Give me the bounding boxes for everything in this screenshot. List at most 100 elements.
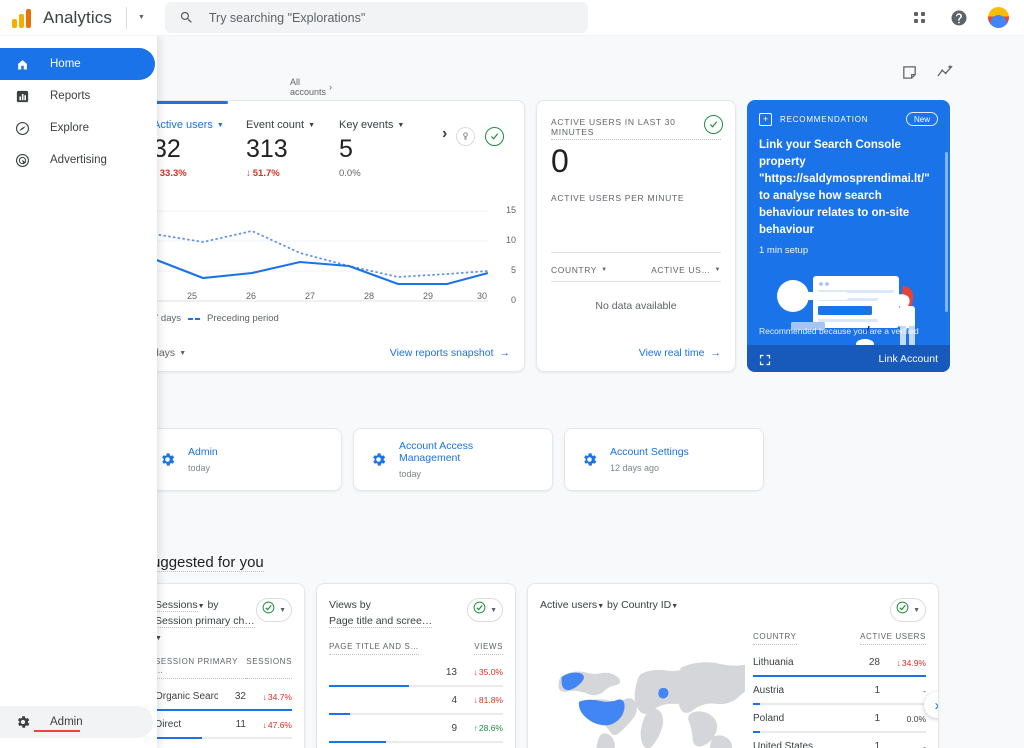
card-actions[interactable]: ▼ xyxy=(890,598,926,622)
recent-item-text: Account Access Management today xyxy=(399,440,536,479)
date-range-selector[interactable]: days ▼ xyxy=(153,347,187,359)
sidebar-item-admin[interactable]: Admin xyxy=(0,706,153,738)
arrow-down-icon: ↓ xyxy=(473,667,478,677)
metric-label-dropdown[interactable]: Event count ▼ xyxy=(246,119,316,131)
search-input[interactable]: Try searching "Explorations" xyxy=(164,2,588,33)
sidebar-item-explore[interactable]: Explore xyxy=(0,112,155,144)
table-header: SESSION PRIMARY … SESSIONS xyxy=(155,657,292,683)
realtime-col-country[interactable]: COUNTRY ▼ xyxy=(551,265,608,276)
metrics-next-button[interactable]: › xyxy=(442,125,448,142)
table-row[interactable]: United States 1 - xyxy=(753,733,926,748)
metric-selector[interactable]: Active users xyxy=(540,599,598,611)
realtime-no-data: No data available xyxy=(595,300,677,313)
card-title: Sessions▼ by Session primary ch…▼ xyxy=(155,599,255,642)
recent-item-admin[interactable]: Admin today xyxy=(142,428,342,491)
sidebar-item-home[interactable]: Home xyxy=(0,48,155,80)
chevron-down-icon[interactable]: ▼ xyxy=(913,606,920,614)
help-icon[interactable] xyxy=(948,7,970,29)
recent-item-account-access-management[interactable]: Account Access Management today xyxy=(353,428,553,491)
table-row[interactable]: 9 ↑ 28.6% xyxy=(329,715,503,743)
recent-item-label: Account Settings xyxy=(610,446,689,458)
table-row[interactable]: 13 ↓ 35.0% xyxy=(329,659,503,687)
table-row[interactable]: Direct 11 ↓ 47.6% xyxy=(155,711,292,740)
metric-active-users[interactable]: Active users ▼ 32 ↓ 33.3% xyxy=(153,119,246,179)
note-icon[interactable] xyxy=(901,64,918,86)
recent-item-account-settings[interactable]: Account Settings 12 days ago xyxy=(564,428,764,491)
check-circle-icon[interactable] xyxy=(485,127,505,146)
recommendation-plus-icon: + xyxy=(759,112,772,126)
card-accent-bar xyxy=(143,101,228,104)
metric-event-count[interactable]: Event count ▼ 313 ↓ 51.7% xyxy=(246,119,339,179)
arrow-down-icon: ↓ xyxy=(896,657,901,668)
chevron-down-icon: ▼ xyxy=(597,603,605,610)
recommendation-header: + RECOMMENDATION New xyxy=(747,100,950,126)
check-circle-icon[interactable] xyxy=(704,115,723,134)
sidebar-item-reports[interactable]: Reports xyxy=(0,80,155,112)
table-row[interactable]: Organic Search 32 ↓ 34.7% xyxy=(155,683,292,712)
link-account-button[interactable]: Link Account xyxy=(878,352,938,365)
metric-label-dropdown[interactable]: Key events ▼ xyxy=(339,119,405,131)
user-avatar[interactable] xyxy=(988,7,1009,28)
card-header-icons xyxy=(456,127,505,146)
view-reports-snapshot-link[interactable]: View reports snapshot → xyxy=(389,347,510,359)
home-icon xyxy=(14,56,31,73)
recommendation-headline: Link your Search Console property "https… xyxy=(759,139,930,237)
check-circle-icon[interactable] xyxy=(473,601,486,619)
card-actions[interactable]: ▼ xyxy=(467,598,503,622)
chevron-down-icon: ▼ xyxy=(216,121,224,129)
metric-label[interactable]: Views xyxy=(329,599,357,611)
metric-value: 313 xyxy=(246,135,288,163)
realtime-col-activeusers[interactable]: ACTIVE US… ▼ xyxy=(651,265,721,276)
recent-item-time: 12 days ago xyxy=(610,463,660,473)
metrics-strip: Active users ▼ 32 ↓ 33.3% Event count ▼ xyxy=(143,101,524,179)
check-circle-icon[interactable] xyxy=(896,601,909,619)
metric-selector[interactable]: Sessions xyxy=(155,599,198,612)
chevron-down-icon[interactable]: ▼ xyxy=(490,606,497,614)
table-row[interactable]: 8 ↑60.0% xyxy=(329,743,503,748)
recommendation-scrollbar[interactable] xyxy=(945,152,948,312)
check-circle-icon[interactable] xyxy=(262,601,275,619)
sidebar-item-label: Admin xyxy=(50,716,83,728)
dimension-selector[interactable]: Country ID xyxy=(621,599,672,611)
recently-accessed-row: Admin today Account Access Management to… xyxy=(142,428,764,491)
table-row[interactable]: Unassigned 1 0.0% xyxy=(155,739,292,748)
recent-item-time: today xyxy=(399,469,422,479)
recommendation-card[interactable]: + RECOMMENDATION New Link your Search Co… xyxy=(747,100,950,372)
table-row[interactable]: 4 ↓ 81.8% xyxy=(329,687,503,715)
x-tick: 28 xyxy=(363,291,375,301)
col-dimension: PAGE TITLE AND S… xyxy=(329,642,419,655)
analytics-logo-icon xyxy=(12,8,32,28)
recent-item-text: Admin today xyxy=(188,446,218,473)
sidebar-item-advertising[interactable]: Advertising xyxy=(0,144,155,176)
expand-icon[interactable] xyxy=(759,353,771,365)
metric-delta: ↓ 51.7% xyxy=(246,168,280,180)
card-actions[interactable]: ▼ xyxy=(256,598,292,622)
metric-label-dropdown[interactable]: Active users ▼ xyxy=(153,119,224,131)
world-map[interactable] xyxy=(540,632,770,748)
y-tick-10: 10 xyxy=(505,235,516,245)
dimension-selector[interactable]: Session primary ch… xyxy=(155,614,255,628)
apps-grid-icon[interactable] xyxy=(908,7,930,29)
dimension-selector[interactable]: Page title and scree… xyxy=(329,614,433,628)
account-selector[interactable]: All accounts › ▼ xyxy=(138,13,332,97)
chevron-down-icon[interactable]: ▼ xyxy=(279,606,286,614)
col-metric: SESSIONS xyxy=(246,657,292,680)
table-row[interactable]: Poland 1 0.0% xyxy=(753,705,926,733)
metric-key-events[interactable]: Key events ▼ 5 0.0% xyxy=(339,119,432,179)
table-row[interactable]: Lithuania 28 ↓ 34.9% xyxy=(753,649,926,677)
card-header: Active users▼ by Country ID▼ ▼ xyxy=(540,598,926,622)
chart-svg xyxy=(153,210,489,302)
suggested-next-button[interactable]: › xyxy=(924,692,938,718)
chart-x-labels: 25 26 27 28 29 30 xyxy=(143,291,524,305)
table-row[interactable]: Austria 1 - xyxy=(753,677,926,705)
chevron-down-icon: ▼ xyxy=(397,121,405,129)
recent-item-text: Account Settings 12 days ago xyxy=(610,446,689,473)
suggested-title: Suggested for you xyxy=(142,554,264,572)
insights-icon[interactable] xyxy=(456,127,476,146)
arrow-down-icon: ↓ xyxy=(246,168,251,180)
view-real-time-link[interactable]: View real time → xyxy=(638,347,721,359)
y-tick-15: 15 xyxy=(505,205,516,215)
trend-line-icon[interactable] xyxy=(936,64,954,86)
realtime-subtitle: ACTIVE USERS PER MINUTE xyxy=(551,193,685,204)
suggested-card-sessions: Sessions▼ by Session primary ch…▼ ▼ SESS… xyxy=(142,583,305,748)
